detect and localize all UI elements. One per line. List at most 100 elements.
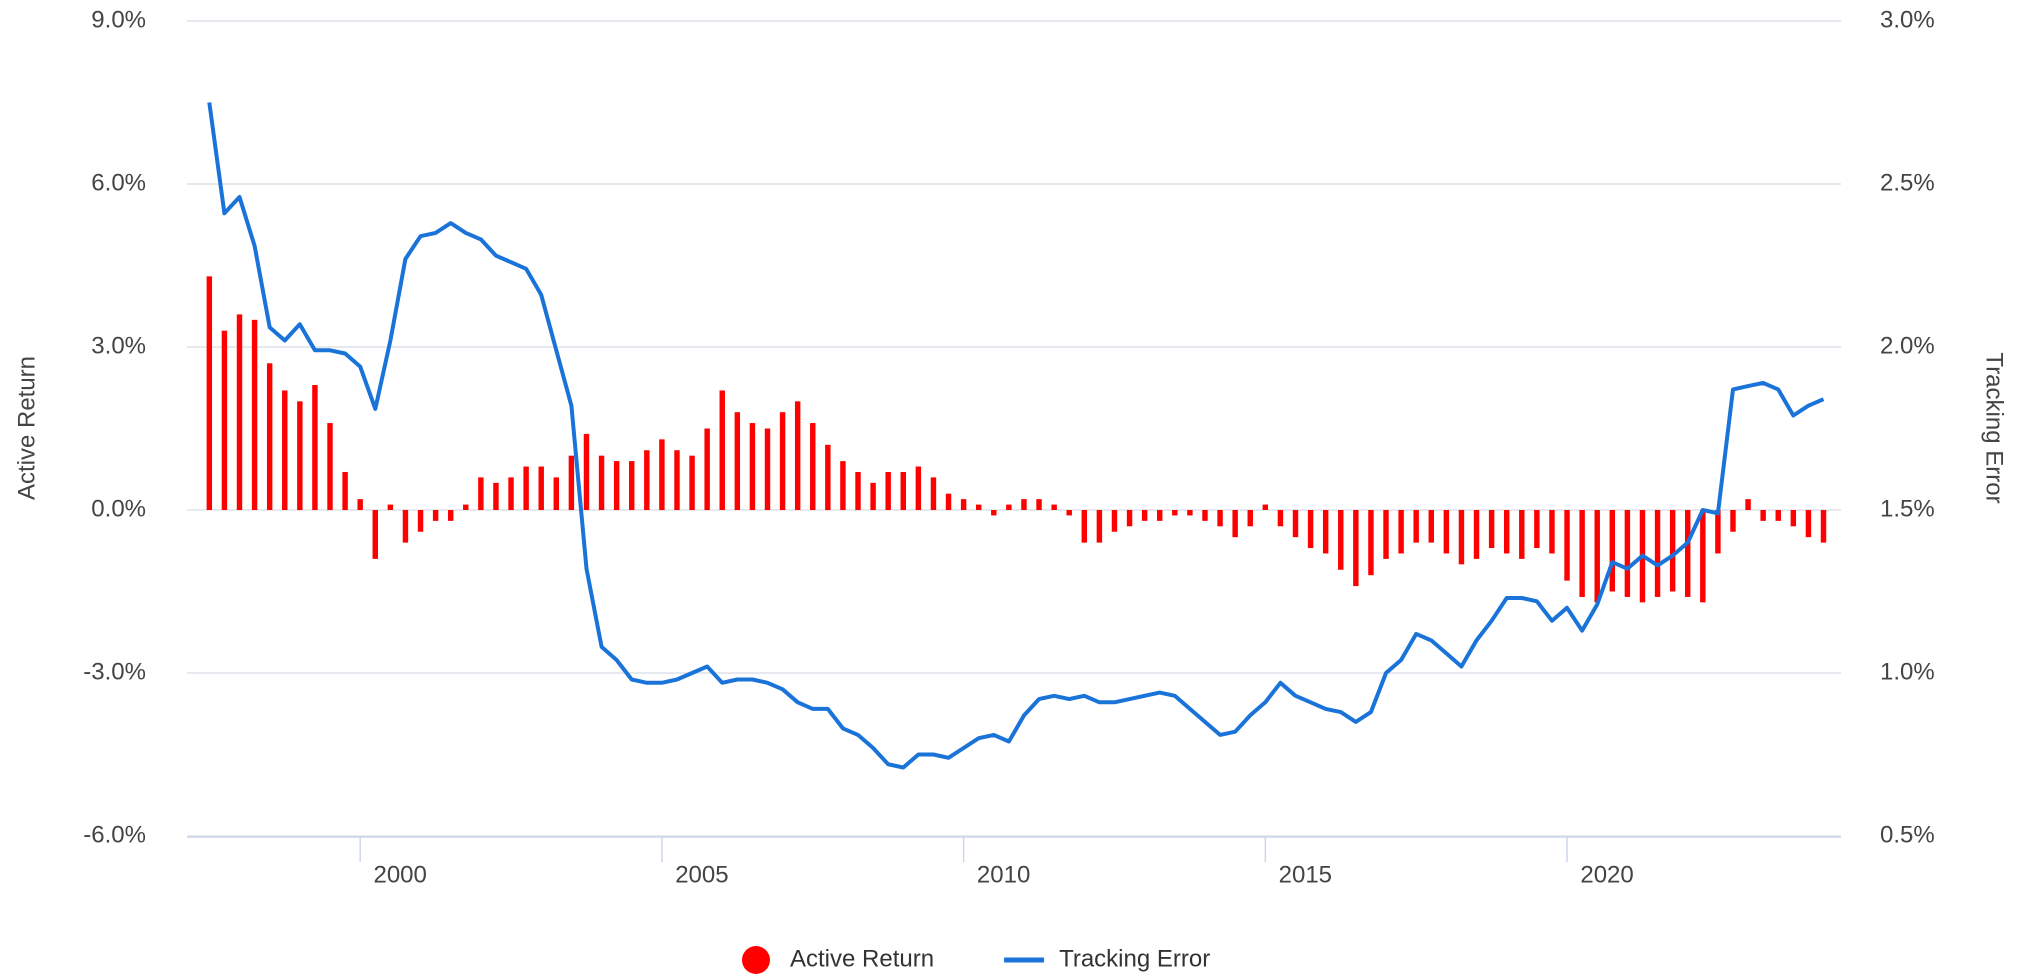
bar <box>915 466 922 510</box>
bar <box>1322 510 1329 554</box>
bar <box>1760 510 1766 521</box>
bar <box>704 428 710 510</box>
bar <box>493 482 499 510</box>
bar <box>221 330 228 510</box>
y2-tick-label: 1.5% <box>1880 495 1935 522</box>
bar <box>1338 510 1344 570</box>
bar <box>885 471 891 510</box>
y2-axis-title: Tracking Error <box>1981 352 2008 503</box>
bar <box>236 314 243 510</box>
bar <box>1096 510 1103 543</box>
bar <box>1051 504 1057 510</box>
bar <box>1805 510 1812 538</box>
bar <box>538 466 544 510</box>
y2-tick-label: 0.5% <box>1880 821 1935 848</box>
y-tick-label: 9.0% <box>91 6 146 33</box>
bar <box>598 455 605 510</box>
line <box>207 102 1825 770</box>
y2-tick-label: 2.0% <box>1880 332 1935 359</box>
bar <box>674 450 680 510</box>
bar <box>810 423 816 510</box>
bar <box>432 510 439 521</box>
legend-marker <box>742 946 770 974</box>
bar <box>357 499 363 510</box>
bar <box>1202 510 1208 521</box>
bar <box>1519 510 1525 559</box>
legend-label: Active Return <box>790 945 934 972</box>
bar <box>945 493 952 510</box>
y2-tick-label: 2.5% <box>1880 169 1935 196</box>
legend-label: Tracking Error <box>1059 945 1210 972</box>
bar <box>1217 510 1223 527</box>
bar <box>900 471 906 510</box>
bar <box>387 504 394 510</box>
bar <box>1685 510 1691 597</box>
y-tick-label: 6.0% <box>91 169 146 196</box>
bar <box>1157 510 1163 521</box>
bar <box>1473 510 1480 559</box>
bar <box>1036 499 1042 510</box>
bar <box>1187 510 1193 516</box>
bar <box>1594 510 1600 603</box>
bar <box>1277 510 1284 527</box>
bar <box>1730 510 1736 532</box>
bar <box>447 510 454 521</box>
bar <box>659 439 665 510</box>
bar <box>266 363 273 510</box>
y-tick-label: -3.0% <box>83 658 146 685</box>
bar <box>1353 510 1359 587</box>
bar <box>312 385 318 510</box>
bar <box>689 455 695 510</box>
bar <box>1745 499 1751 510</box>
bar <box>779 412 786 510</box>
bar <box>372 510 378 559</box>
bar <box>749 423 756 510</box>
bar <box>629 461 635 510</box>
y-tick-label: -6.0% <box>83 821 146 848</box>
bar <box>1458 510 1465 565</box>
x-tick-label: 2000 <box>373 861 426 888</box>
y-axis-title: Active Return <box>13 356 40 500</box>
bar <box>1428 510 1434 543</box>
bar <box>1126 510 1133 527</box>
bar <box>1790 510 1797 527</box>
bar <box>613 461 620 510</box>
bar <box>930 477 937 510</box>
bar <box>206 276 213 510</box>
bar <box>1021 499 1027 510</box>
y2-tick-label: 3.0% <box>1880 6 1935 33</box>
bar <box>734 412 741 510</box>
bar <box>478 477 484 510</box>
bar <box>960 499 967 510</box>
bar <box>1669 510 1676 592</box>
bar <box>523 466 529 510</box>
bar <box>764 428 771 510</box>
bar <box>327 423 333 510</box>
bar <box>1141 510 1148 521</box>
bar <box>553 477 560 510</box>
bar <box>1654 510 1661 597</box>
bar <box>1700 510 1706 603</box>
bar <box>508 477 514 510</box>
x-tick-label: 2020 <box>1580 861 1633 888</box>
bar <box>644 450 650 510</box>
bar <box>1066 510 1072 516</box>
bar <box>1383 510 1389 559</box>
bar <box>1262 504 1269 510</box>
bar <box>1398 510 1404 554</box>
bar <box>1624 510 1631 597</box>
bar <box>825 444 831 510</box>
bar <box>840 461 846 510</box>
bar <box>1549 510 1555 554</box>
bar <box>342 471 348 510</box>
bar <box>251 319 258 510</box>
bar <box>1775 510 1781 521</box>
bar <box>1172 510 1178 516</box>
bar <box>1534 510 1540 549</box>
bar <box>417 510 424 532</box>
bar <box>1579 510 1585 597</box>
y-tick-label: 0.0% <box>91 495 146 522</box>
bar <box>1443 510 1450 554</box>
